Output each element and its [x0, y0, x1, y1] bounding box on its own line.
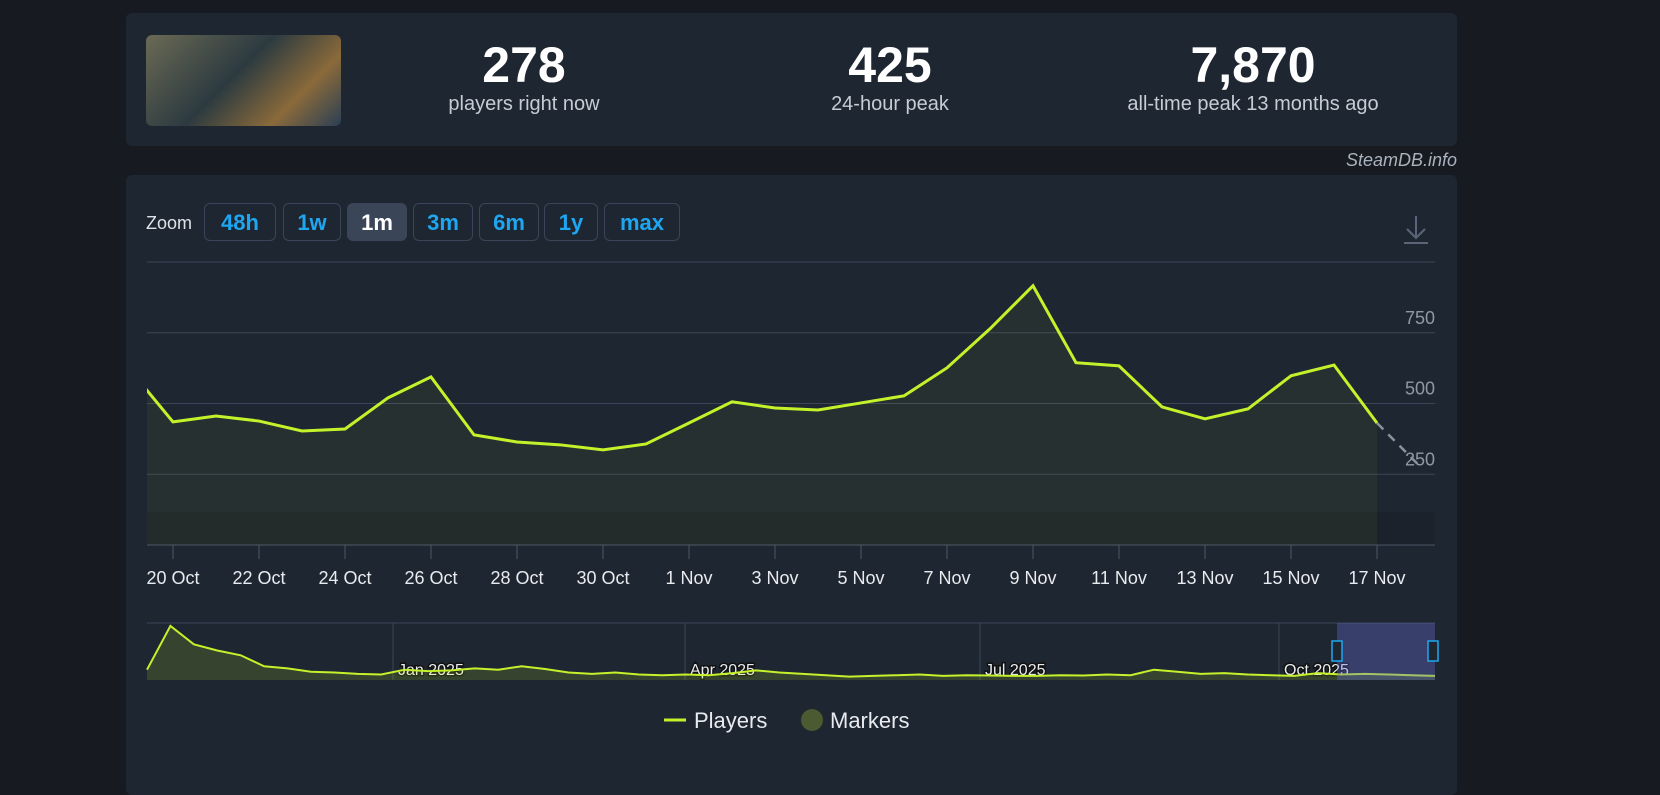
nav-line — [146, 624, 1436, 678]
stat: 425 24-hour peak — [710, 37, 1070, 116]
zoom-label: Zoom — [146, 213, 193, 233]
zoom-button[interactable]: 6m — [479, 203, 539, 241]
nav-selection — [1337, 623, 1435, 680]
stat: 7,870 all-time peak 13 months ago — [1073, 37, 1433, 116]
x-tick-label: 5 Nov — [837, 568, 884, 588]
stats-card: 278 players right now 425 24-hour peak 7,8… — [126, 13, 1457, 146]
x-tick-label: 9 Nov — [1009, 568, 1056, 588]
stat-value: 425 — [848, 37, 932, 93]
zoom-button[interactable]: max — [604, 203, 680, 241]
y-tick-label: 500 — [1405, 379, 1435, 399]
zoom-button[interactable]: 3m — [413, 203, 473, 241]
y-tick-label: 750 — [1405, 308, 1435, 328]
zoom-button[interactable]: 1y — [544, 203, 598, 241]
x-tick-label: 15 Nov — [1262, 568, 1319, 588]
plot-shade — [147, 512, 1435, 545]
nav-handle — [1331, 640, 1343, 662]
x-tick-label: 30 Oct — [576, 568, 629, 588]
x-tick-label: 7 Nov — [923, 568, 970, 588]
x-tick-label: 11 Nov — [1091, 568, 1147, 588]
stat-value: 278 — [482, 37, 566, 93]
x-tick-label: 3 Nov — [751, 568, 798, 588]
credit: SteamDB.info — [1345, 150, 1457, 170]
zoom-button[interactable]: 1w — [283, 203, 341, 241]
series-line — [147, 283, 1379, 452]
legend-marker — [801, 709, 823, 731]
x-tick-label: 26 Oct — [404, 568, 457, 588]
stat-label: players right now — [448, 93, 600, 115]
game-image — [146, 35, 341, 126]
x-tick-label: 20 Oct — [146, 568, 199, 588]
series-area — [147, 285, 1377, 545]
stat: 278 players right now — [344, 37, 704, 116]
x-tick-label: 13 Nov — [1176, 568, 1233, 588]
nav-handle — [1427, 640, 1439, 662]
x-tick-label: 28 Oct — [490, 568, 543, 588]
download-icon — [1404, 216, 1428, 244]
chart-card: Zoom 48h 1w 1m 3m 6m 1y max — [126, 175, 1457, 795]
stat-label: 24-hour peak — [831, 93, 949, 115]
legend: Players Markers — [664, 708, 909, 733]
projected-line — [1376, 422, 1421, 468]
series — [147, 283, 1379, 545]
zoom-button[interactable]: 1m — [347, 203, 407, 241]
x-tick-label: 24 Oct — [318, 568, 371, 588]
stat-label: all-time peak 13 months ago — [1127, 93, 1379, 115]
zoom-button[interactable]: 48h — [204, 203, 276, 241]
legend-label: Players — [694, 708, 767, 733]
stat-value: 7,870 — [1190, 37, 1316, 93]
x-tick-label: 17 Nov — [1348, 568, 1405, 588]
y-tick-label: 250 — [1405, 449, 1435, 469]
legend-label: Markers — [830, 708, 909, 733]
x-tick-label: 1 Nov — [665, 568, 712, 588]
x-tick-label: 22 Oct — [232, 568, 285, 588]
